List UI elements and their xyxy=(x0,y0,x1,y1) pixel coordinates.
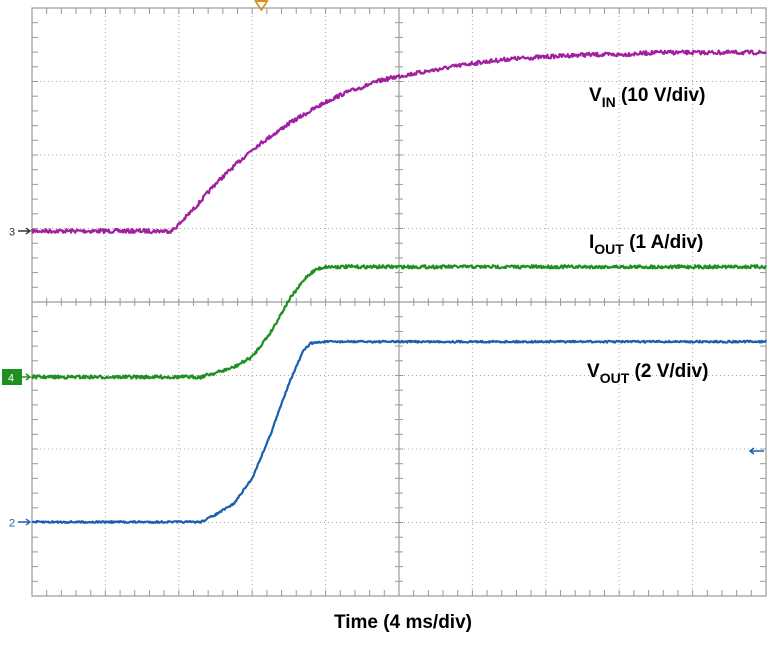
vin-trace xyxy=(30,49,767,235)
channel-2-marker-label: 2 xyxy=(9,518,15,530)
vout-trace xyxy=(31,339,767,524)
iout-trace xyxy=(31,264,767,380)
channel-4-marker-label: 4 xyxy=(8,373,14,385)
channel-3-marker-arrow xyxy=(18,227,32,235)
traces xyxy=(30,49,767,524)
channel-4-marker-arrow xyxy=(22,373,32,381)
channel-4-marker-box xyxy=(2,369,22,385)
vout-label: VOUT (2 V/div) xyxy=(587,361,708,386)
x-axis-title: Time (4 ms/div) xyxy=(334,612,472,633)
channel-3-marker-label: 3 xyxy=(9,227,15,239)
graticule xyxy=(31,7,767,597)
channel-markers: 3 4 2 xyxy=(2,0,764,530)
vin-label: VIN (10 V/div) xyxy=(589,85,705,110)
iout-label: IOUT (1 A/div) xyxy=(589,232,703,257)
trigger-level-arrow-icon xyxy=(748,447,764,455)
channel-2-marker-arrow xyxy=(18,518,32,526)
